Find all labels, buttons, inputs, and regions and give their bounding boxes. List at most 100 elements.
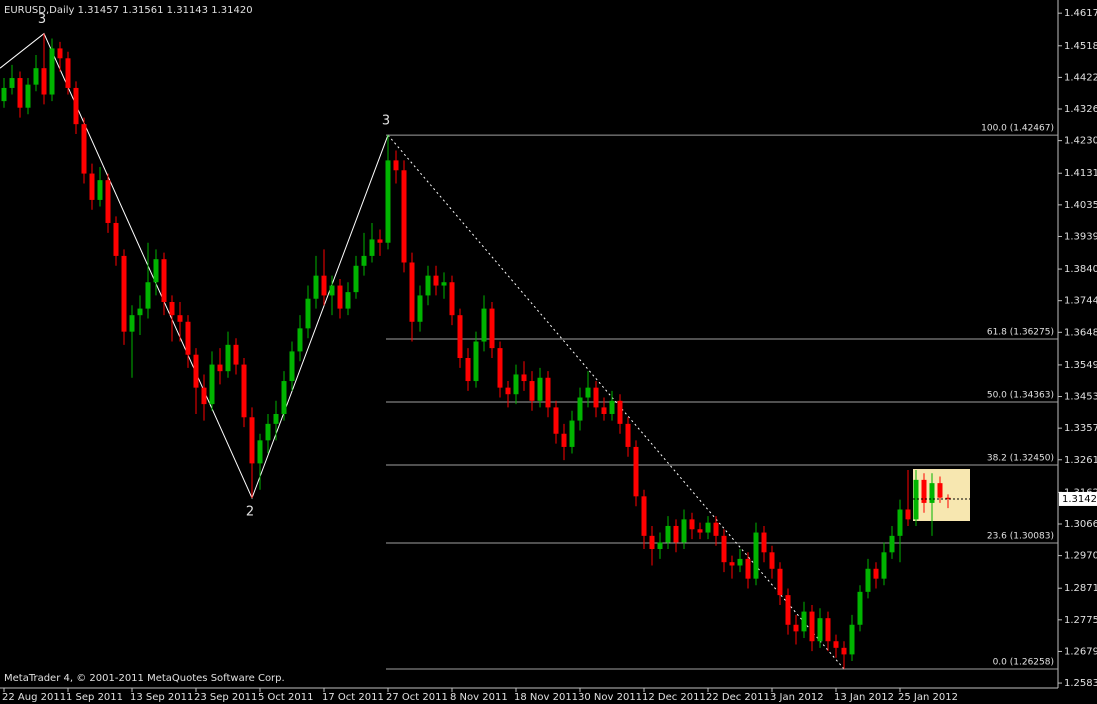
- candle-body: [121, 255, 127, 332]
- candle-body: [353, 265, 359, 293]
- candle-body: [233, 344, 239, 365]
- candle-body: [945, 497, 951, 499]
- candle-body: [721, 535, 727, 563]
- candle-body: [137, 308, 143, 316]
- candle-body: [769, 552, 775, 569]
- trend-line: [387, 134, 845, 670]
- candle-body: [145, 282, 151, 309]
- y-tick-label: 1.37440: [1064, 296, 1097, 307]
- zigzag-line: [0, 32, 389, 500]
- candle-body: [761, 532, 767, 553]
- candle-body: [641, 496, 647, 536]
- candle-body: [9, 78, 15, 88]
- wave-label: 2: [246, 504, 254, 519]
- candle-body: [441, 282, 447, 286]
- candle-body: [273, 413, 279, 424]
- candle-body: [481, 308, 487, 342]
- candle-body: [217, 364, 223, 372]
- candle-body: [585, 387, 591, 398]
- candle-body: [401, 170, 407, 263]
- candle-body: [857, 591, 863, 625]
- candle-body: [865, 568, 871, 592]
- candle-body: [209, 364, 215, 405]
- candle-body: [201, 387, 207, 405]
- candle-body: [553, 407, 559, 434]
- candle-body: [873, 568, 879, 579]
- y-tick-label: 1.33570: [1064, 423, 1097, 434]
- candle-body: [393, 160, 399, 171]
- candle-body: [17, 78, 23, 108]
- candle-body: [657, 542, 663, 550]
- candle-body: [713, 522, 719, 536]
- candle-body: [377, 239, 383, 243]
- candle-body: [25, 84, 31, 108]
- candle-body: [241, 364, 247, 418]
- candle-body: [433, 275, 439, 286]
- candle-body: [601, 407, 607, 414]
- x-tick-label: 23 Sep 2011: [194, 692, 257, 703]
- x-tick-label: 22 Dec 2011: [706, 692, 770, 703]
- y-tick-label: 1.27750: [1064, 615, 1097, 626]
- candle-body: [569, 420, 575, 447]
- candle-body: [249, 417, 255, 464]
- candle-body: [161, 259, 167, 303]
- candle-body: [921, 479, 927, 503]
- candle-body: [281, 381, 287, 414]
- current-price-tag: [1059, 491, 1097, 506]
- y-tick-label: 1.30660: [1064, 519, 1097, 530]
- chart-header: EURUSD,Daily 1.31457 1.31561 1.31143 1.3…: [4, 5, 253, 16]
- candle-body: [537, 377, 543, 401]
- x-tick-label: 12 Dec 2011: [642, 692, 706, 703]
- candle-body: [673, 525, 679, 543]
- y-tick-label: 1.39390: [1064, 231, 1097, 242]
- x-tick-label: 8 Nov 2011: [450, 692, 508, 703]
- candle-body: [561, 433, 567, 447]
- current-price-label: 1.31420: [1062, 494, 1097, 505]
- candle-body: [65, 58, 71, 88]
- candle-body: [513, 374, 519, 395]
- candle-body: [177, 315, 183, 322]
- candle-body: [809, 611, 815, 642]
- candle-body: [153, 259, 159, 283]
- candle-body: [89, 173, 95, 200]
- candle-body: [105, 180, 111, 223]
- candle-body: [497, 348, 503, 388]
- candle-body: [529, 381, 535, 401]
- candle-body: [113, 222, 119, 256]
- candle-body: [817, 618, 823, 642]
- candle-body: [1, 87, 7, 102]
- candle-body: [33, 68, 39, 85]
- candle-body: [81, 124, 87, 174]
- candle-body: [545, 377, 551, 408]
- candle-body: [409, 262, 415, 322]
- candle-body: [785, 595, 791, 625]
- y-tick-label: 1.42300: [1064, 136, 1097, 147]
- y-tick-label: 1.45180: [1064, 41, 1097, 52]
- x-tick-label: 27 Oct 2011: [386, 692, 448, 703]
- candle-body: [649, 535, 655, 550]
- wave-label: 3: [38, 12, 46, 27]
- candle-body: [609, 400, 615, 414]
- candle-body: [457, 315, 463, 358]
- candle-body: [185, 321, 191, 355]
- candle-body: [697, 529, 703, 533]
- candle-body: [737, 558, 743, 566]
- candle-body: [617, 400, 623, 424]
- x-tick-label: 5 Oct 2011: [258, 692, 313, 703]
- candle-body: [225, 344, 231, 372]
- candle-body: [929, 483, 935, 503]
- y-tick-label: 1.32610: [1064, 455, 1097, 466]
- candle-body: [97, 180, 103, 200]
- candle-body: [593, 387, 599, 408]
- y-tick-label: 1.29700: [1064, 551, 1097, 562]
- x-tick-label: 18 Nov 2011: [514, 692, 578, 703]
- y-tick-label: 1.34530: [1064, 392, 1097, 403]
- candle-body: [129, 315, 135, 332]
- candle-body: [473, 341, 479, 382]
- x-tick-label: 1 Sep 2011: [66, 692, 123, 703]
- wave-label: 3: [382, 114, 390, 129]
- y-tick-label: 1.43260: [1064, 104, 1097, 115]
- candle-body: [417, 295, 423, 322]
- candle-body: [897, 509, 903, 536]
- candle-body: [705, 522, 711, 533]
